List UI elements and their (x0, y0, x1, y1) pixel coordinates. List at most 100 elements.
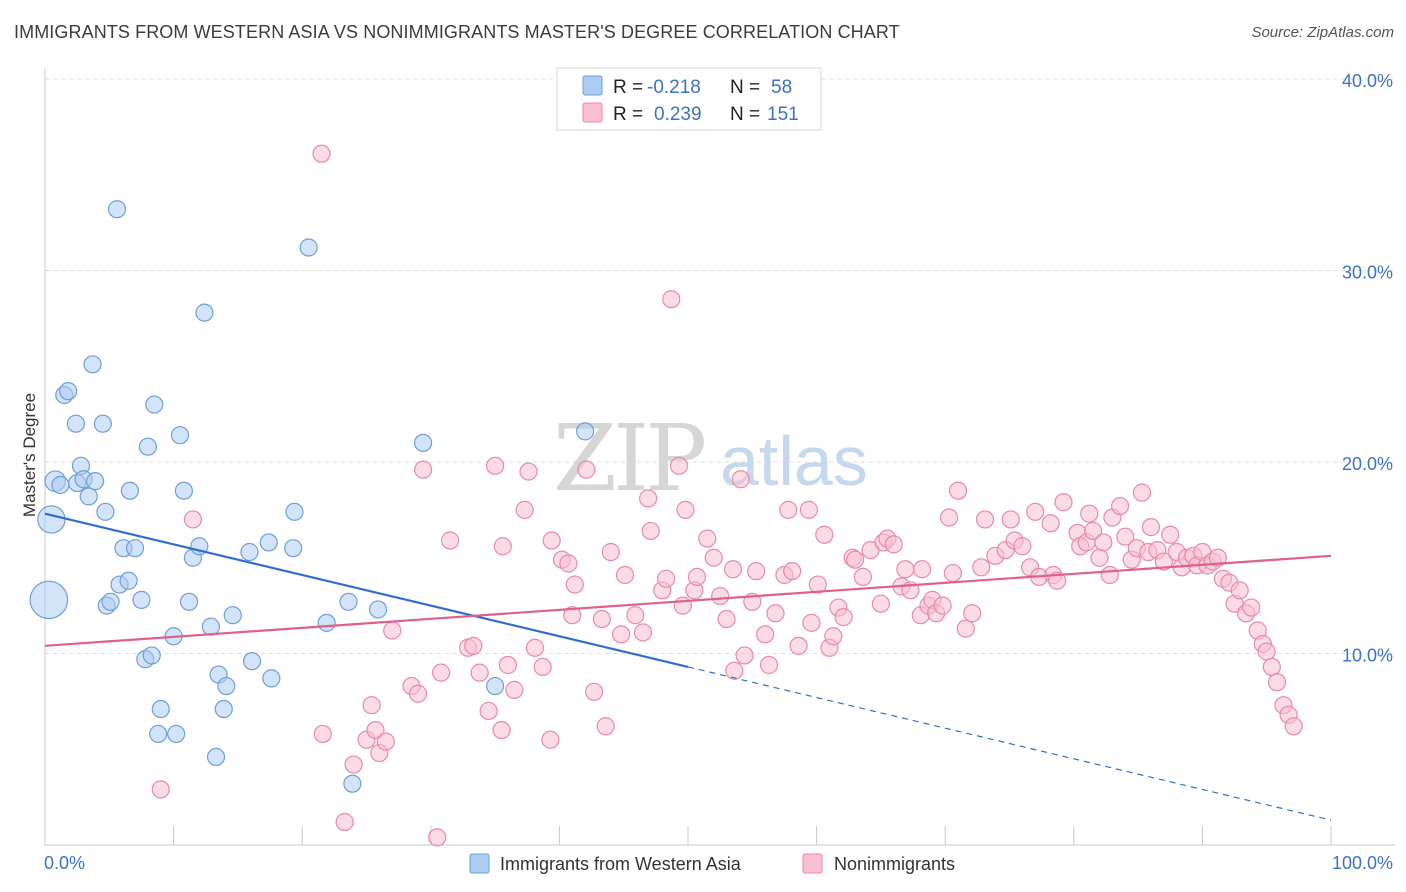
bottom-legend-label: Nonimmigrants (834, 854, 955, 874)
point-nonimmigrants (824, 627, 843, 646)
point-immigrants-western-asia (37, 505, 66, 534)
y-tick-label: 30.0% (1342, 263, 1393, 283)
point-nonimmigrants (939, 508, 959, 527)
point-immigrants-western-asia (339, 592, 358, 611)
point-nonimmigrants (470, 663, 489, 682)
point-nonimmigrants (565, 575, 584, 594)
point-nonimmigrants (151, 780, 170, 799)
point-nonimmigrants (1110, 496, 1130, 516)
trend-lines (44, 512, 1332, 821)
legend-r-label: R = (613, 77, 643, 98)
point-nonimmigrants (725, 661, 744, 680)
legend-n-label: N = (730, 77, 760, 98)
point-nonimmigrants (440, 531, 460, 550)
point-immigrants-western-asia (195, 303, 214, 322)
point-immigrants-western-asia (299, 238, 318, 257)
point-nonimmigrants (626, 606, 645, 625)
point-immigrants-western-asia (107, 200, 127, 219)
point-immigrants-western-asia (317, 613, 336, 632)
point-nonimmigrants (1041, 514, 1060, 533)
point-immigrants-western-asia (151, 699, 170, 719)
watermark-atlas: atlas (720, 422, 868, 500)
point-nonimmigrants (559, 554, 578, 573)
point-nonimmigrants (662, 290, 681, 309)
source-credit: Source: ZipAtlas.com (1251, 24, 1394, 41)
point-nonimmigrants (704, 548, 723, 567)
point-nonimmigrants (799, 500, 818, 519)
point-immigrants-western-asia (132, 590, 151, 609)
point-nonimmigrants (413, 460, 433, 479)
point-nonimmigrants (542, 531, 561, 550)
point-nonimmigrants (601, 542, 620, 562)
point-immigrants-western-asia (179, 592, 199, 611)
point-nonimmigrants (871, 594, 891, 613)
point-nonimmigrants (498, 655, 518, 675)
point-nonimmigrants (493, 537, 512, 556)
point-nonimmigrants (1047, 571, 1067, 590)
point-nonimmigrants (486, 456, 505, 475)
point-nonimmigrants (723, 560, 743, 579)
point-nonimmigrants (735, 646, 754, 665)
point-nonimmigrants (431, 663, 451, 682)
point-nonimmigrants (759, 655, 779, 675)
point-immigrants-western-asia (214, 699, 233, 719)
point-immigrants-western-asia (145, 395, 164, 414)
point-nonimmigrants (956, 619, 975, 638)
legend-swatch-pink (582, 102, 603, 123)
x-tick-label: 100.0% (1332, 853, 1393, 873)
point-nonimmigrants (711, 586, 730, 606)
point-nonimmigrants (1161, 525, 1180, 544)
point-immigrants-western-asia (29, 580, 69, 620)
point-nonimmigrants (846, 550, 865, 569)
point-nonimmigrants (362, 696, 381, 715)
point-nonimmigrants (766, 604, 785, 623)
point-immigrants-western-asia (223, 606, 242, 625)
bottom-legend-swatch-pink (802, 853, 823, 874)
legend-r-label: R = (613, 104, 643, 125)
point-nonimmigrants (943, 563, 963, 583)
point-nonimmigrants (815, 525, 834, 544)
point-nonimmigrants (657, 569, 676, 588)
point-nonimmigrants (505, 680, 524, 699)
point-immigrants-western-asia (86, 472, 105, 491)
point-nonimmigrants (884, 535, 903, 554)
point-nonimmigrants (533, 657, 552, 677)
point-nonimmigrants (963, 604, 982, 623)
point-nonimmigrants (1208, 548, 1227, 567)
point-nonimmigrants (1083, 521, 1103, 541)
point-immigrants-western-asia (120, 481, 139, 500)
legend-n-value: 151 (767, 104, 799, 125)
point-nonimmigrants (912, 560, 932, 579)
point-immigrants-western-asia (285, 502, 304, 521)
point-nonimmigrants (853, 567, 872, 587)
legend-n-value: 58 (771, 77, 792, 98)
point-nonimmigrants (344, 755, 363, 774)
point-nonimmigrants (676, 500, 695, 519)
point-immigrants-western-asia (262, 669, 281, 688)
bottom-legend: Immigrants from Western Asia Nonimmigran… (469, 853, 955, 874)
point-immigrants-western-asia (119, 571, 138, 590)
point-immigrants-western-asia (174, 481, 193, 500)
point-nonimmigrants (669, 456, 689, 475)
point-nonimmigrants (747, 562, 766, 581)
point-nonimmigrants (585, 682, 604, 701)
point-nonimmigrants (464, 636, 483, 655)
data-points (29, 144, 1303, 847)
y-tick-label: 40.0% (1342, 71, 1393, 91)
legend-box: R = -0.218 N = 58 R = 0.239 N = 151 (556, 67, 822, 131)
point-nonimmigrants (789, 636, 808, 655)
point-nonimmigrants (612, 625, 631, 644)
point-nonimmigrants (808, 575, 827, 594)
point-nonimmigrants (1116, 527, 1135, 546)
point-nonimmigrants (408, 684, 428, 703)
point-immigrants-western-asia (101, 592, 120, 611)
point-nonimmigrants (515, 500, 534, 519)
point-nonimmigrants (972, 558, 991, 577)
point-nonimmigrants (541, 730, 560, 749)
point-nonimmigrants (717, 609, 736, 629)
point-nonimmigrants (519, 462, 538, 481)
point-nonimmigrants (366, 720, 385, 740)
point-nonimmigrants (1132, 483, 1152, 502)
point-immigrants-western-asia (284, 539, 303, 558)
